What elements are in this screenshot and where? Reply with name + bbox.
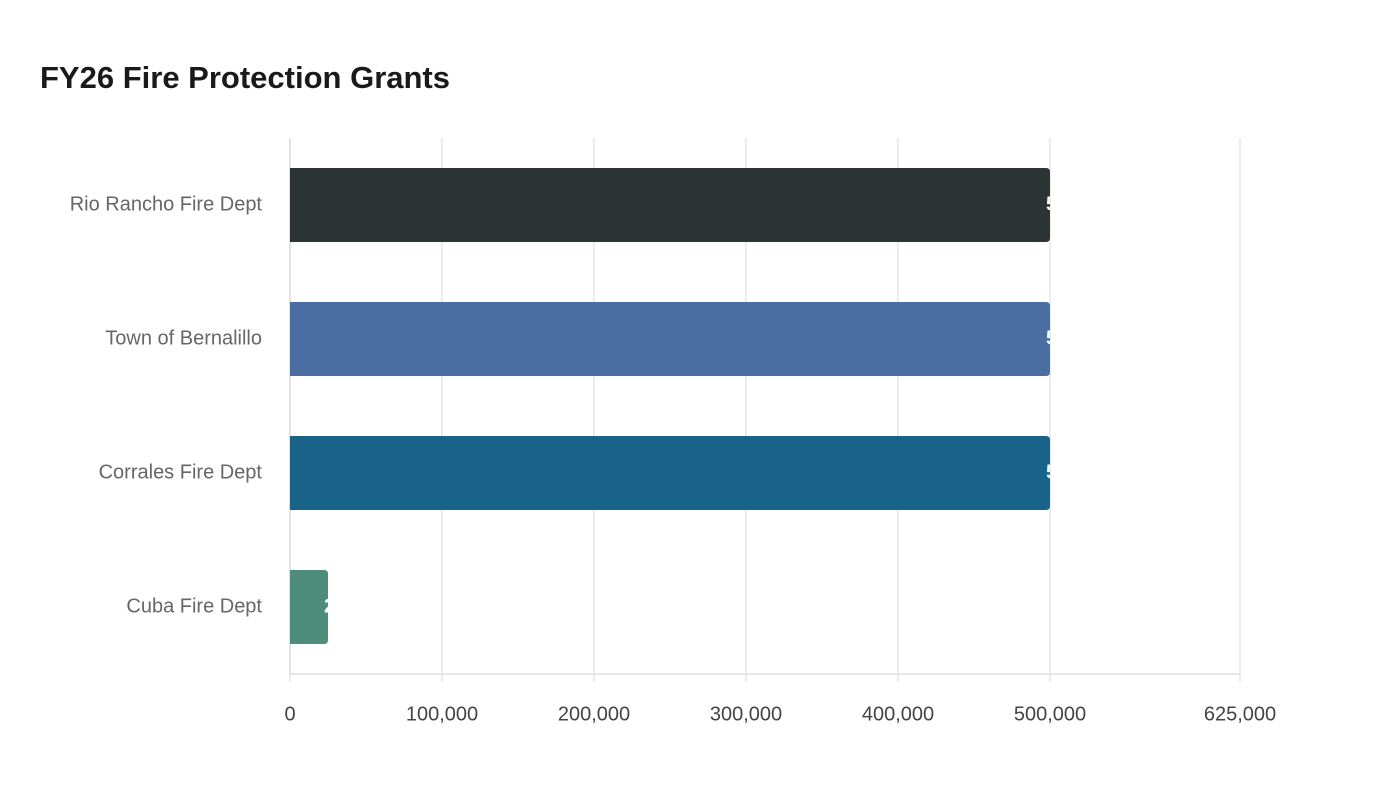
x-tick-label: 625,000	[1204, 703, 1276, 725]
value-label: 500,000	[1046, 327, 1118, 349]
y-tick-label: Cuba Fire Dept	[126, 595, 262, 617]
value-label: 25,000	[324, 595, 385, 617]
x-tick-label: 500,000	[1014, 703, 1086, 725]
y-tick-label: Rio Rancho Fire Dept	[70, 193, 263, 215]
bar	[290, 168, 1050, 242]
x-tick-label: 300,000	[710, 703, 782, 725]
bar	[290, 436, 1050, 510]
value-label: 500,000	[1046, 193, 1118, 215]
y-tick-label: Town of Bernalillo	[105, 327, 262, 349]
y-tick-label: Corrales Fire Dept	[99, 461, 263, 483]
bar	[290, 302, 1050, 376]
x-tick-label: 200,000	[558, 703, 630, 725]
x-tick-label: 0	[284, 703, 295, 725]
chart-title: FY26 Fire Protection Grants	[40, 60, 450, 95]
x-tick-label: 100,000	[406, 703, 478, 725]
value-label: 500,000	[1046, 461, 1118, 483]
bar	[290, 570, 328, 644]
x-tick-label: 400,000	[862, 703, 934, 725]
